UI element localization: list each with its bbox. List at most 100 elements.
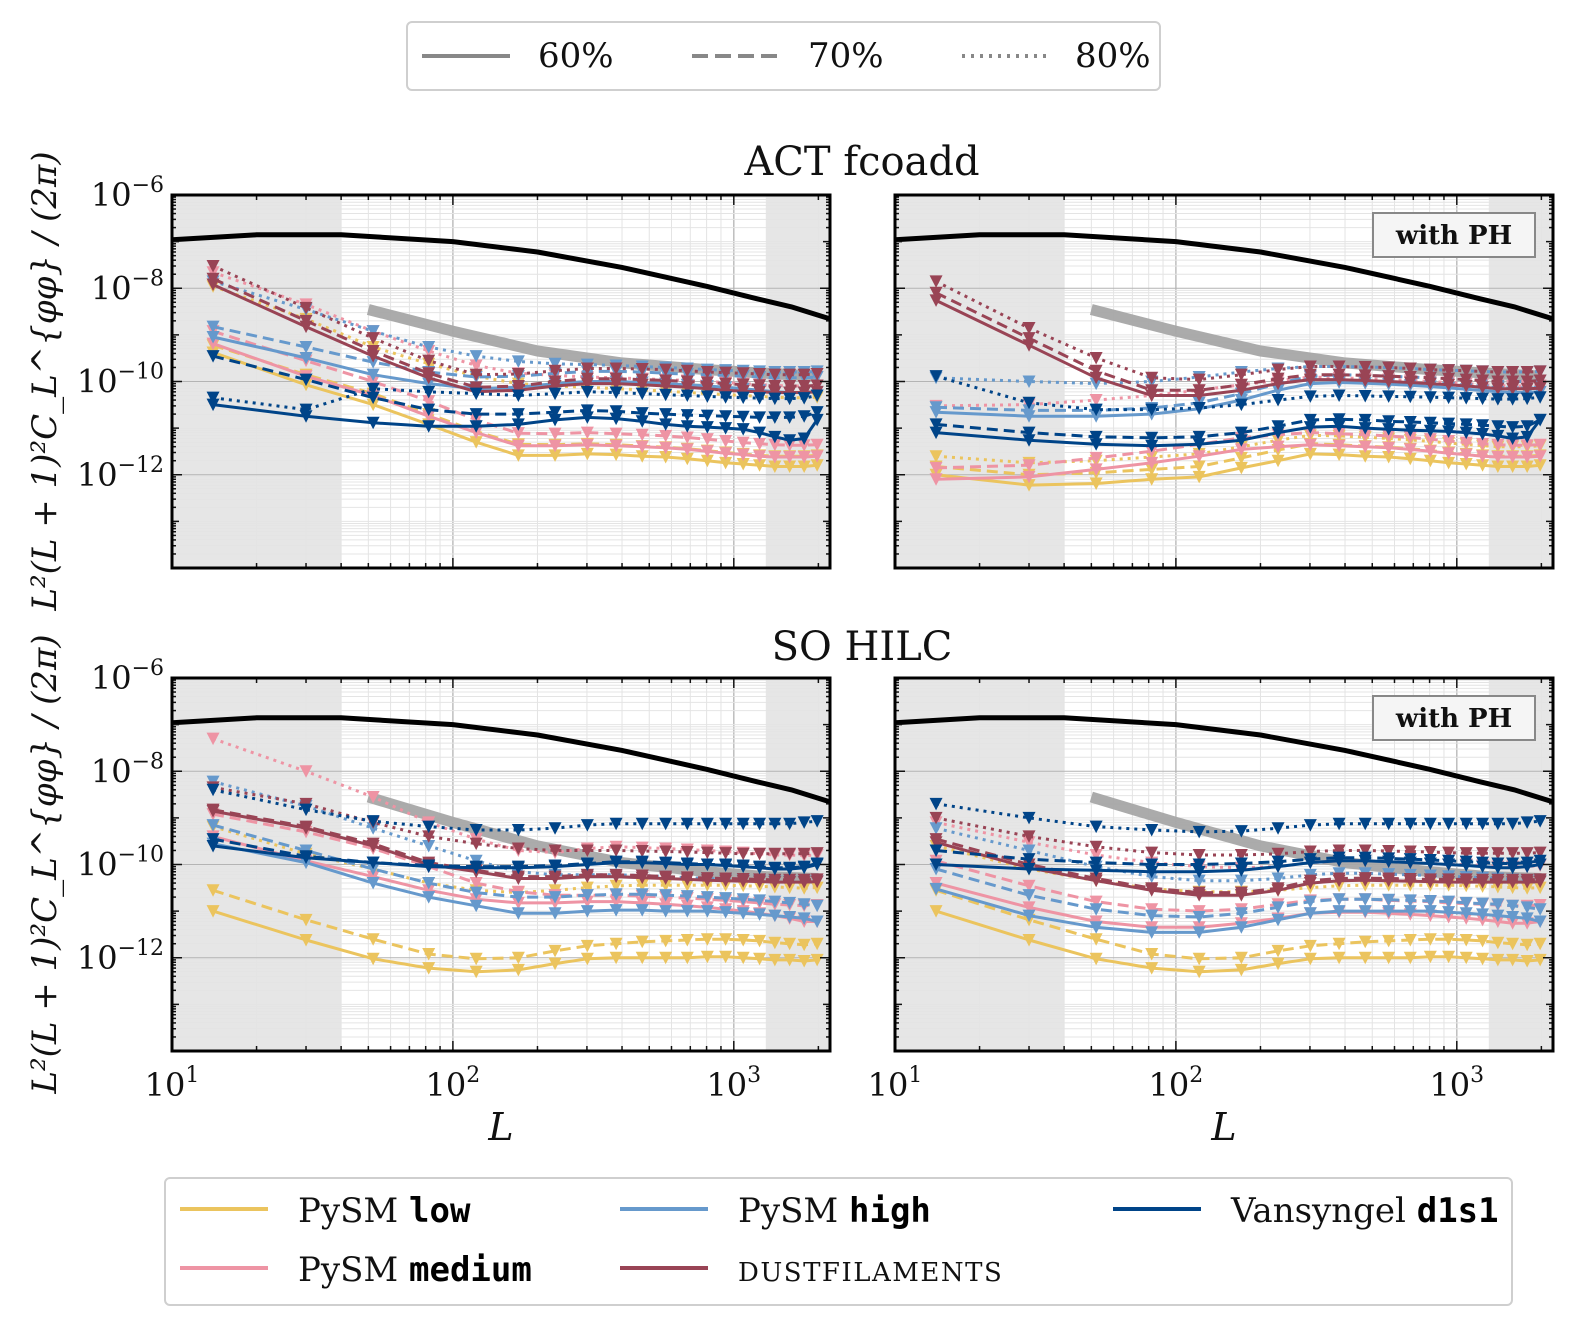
data-point [1089,903,1103,916]
data-point [511,963,525,977]
data-point [929,426,943,440]
data-point [659,934,673,948]
data-point [1459,418,1473,431]
data-point [609,937,623,951]
data-point [719,933,733,946]
data-point [469,381,483,394]
data-point [1358,872,1372,885]
data-point [511,418,525,431]
data-point [422,410,436,423]
data-point [422,395,436,408]
data-point [1145,865,1159,879]
data-point [299,934,313,947]
data-point [1145,903,1159,916]
data-point [1303,390,1317,403]
series-vansyngel-d1s1-70 [206,350,824,424]
data-point [1145,846,1159,860]
data-point [548,364,562,378]
data-point [929,844,943,857]
data-point [1332,817,1346,831]
data-point [1303,368,1317,382]
series-pysm-medium-60 [206,337,824,464]
data-point [469,823,483,837]
top-legend-frame [406,21,1161,91]
data-point [1303,853,1317,866]
data-point [1234,461,1248,475]
data-point [719,906,733,919]
data-point [1423,873,1437,886]
data-point [1382,370,1396,383]
data-point [1403,452,1417,466]
data-point [810,389,824,403]
data-point [635,904,649,917]
row-title-act: ACT fcoadd [743,139,979,185]
data-point [1382,872,1396,886]
data-point [1491,460,1505,474]
data-point [511,907,525,920]
data-point [659,905,673,918]
badge-frame [1372,212,1536,258]
data-point [700,891,714,904]
data-point [1382,423,1396,436]
series-vansyngel-d1s1-80 [206,382,824,417]
data-point [1234,368,1248,382]
data-point [609,448,623,462]
data-point [511,823,525,837]
data-point [1442,817,1456,831]
series-vansyngel-d1s1-80 [929,797,1547,839]
data-point [736,458,750,471]
data-point [659,363,673,377]
data-point [422,403,436,417]
data-point [1234,864,1248,877]
data-point [719,377,733,391]
data-point [1533,382,1547,395]
data-point [511,842,525,856]
series-line-pysm-high-80 [212,780,818,884]
data-point [1459,436,1473,450]
data-point [797,955,811,968]
data-point [768,380,782,393]
data-point [929,882,943,896]
data-point [1476,459,1490,472]
data-point [736,893,750,906]
data-point [680,951,694,965]
data-point [1192,874,1206,888]
data-point [719,447,733,460]
series-line-pysm-low-80 [212,825,818,895]
data-point [700,390,714,403]
data-point [422,891,436,904]
data-point [1332,420,1346,433]
data-point [1533,815,1547,828]
data-point [797,439,811,452]
data-point [1459,907,1473,920]
data-point [1491,847,1505,860]
data-point [680,905,694,918]
data-point [1022,322,1036,335]
data-point [206,884,220,897]
data-point [580,952,594,966]
data-point [1423,950,1437,964]
data-point [1382,390,1396,403]
data-point [1145,403,1159,417]
data-point [1403,362,1417,376]
data-point [299,351,313,365]
data-point [680,375,694,388]
data-point [1491,420,1505,433]
data-point [1145,823,1159,837]
data-point [469,359,483,373]
data-point [1423,853,1437,867]
data-point [635,440,649,454]
data-point [680,389,694,403]
data-point [1332,872,1346,886]
data-point [1403,431,1417,444]
data-point [1358,817,1372,831]
data-point [1022,479,1036,492]
data-point [422,859,436,873]
x-axis-label-left: L [487,1105,513,1149]
data-point [548,427,562,441]
data-point [299,410,313,423]
data-point [1442,434,1456,448]
data-point [422,340,436,354]
data-point [366,325,380,338]
series-pysm-low-60 [206,905,824,979]
